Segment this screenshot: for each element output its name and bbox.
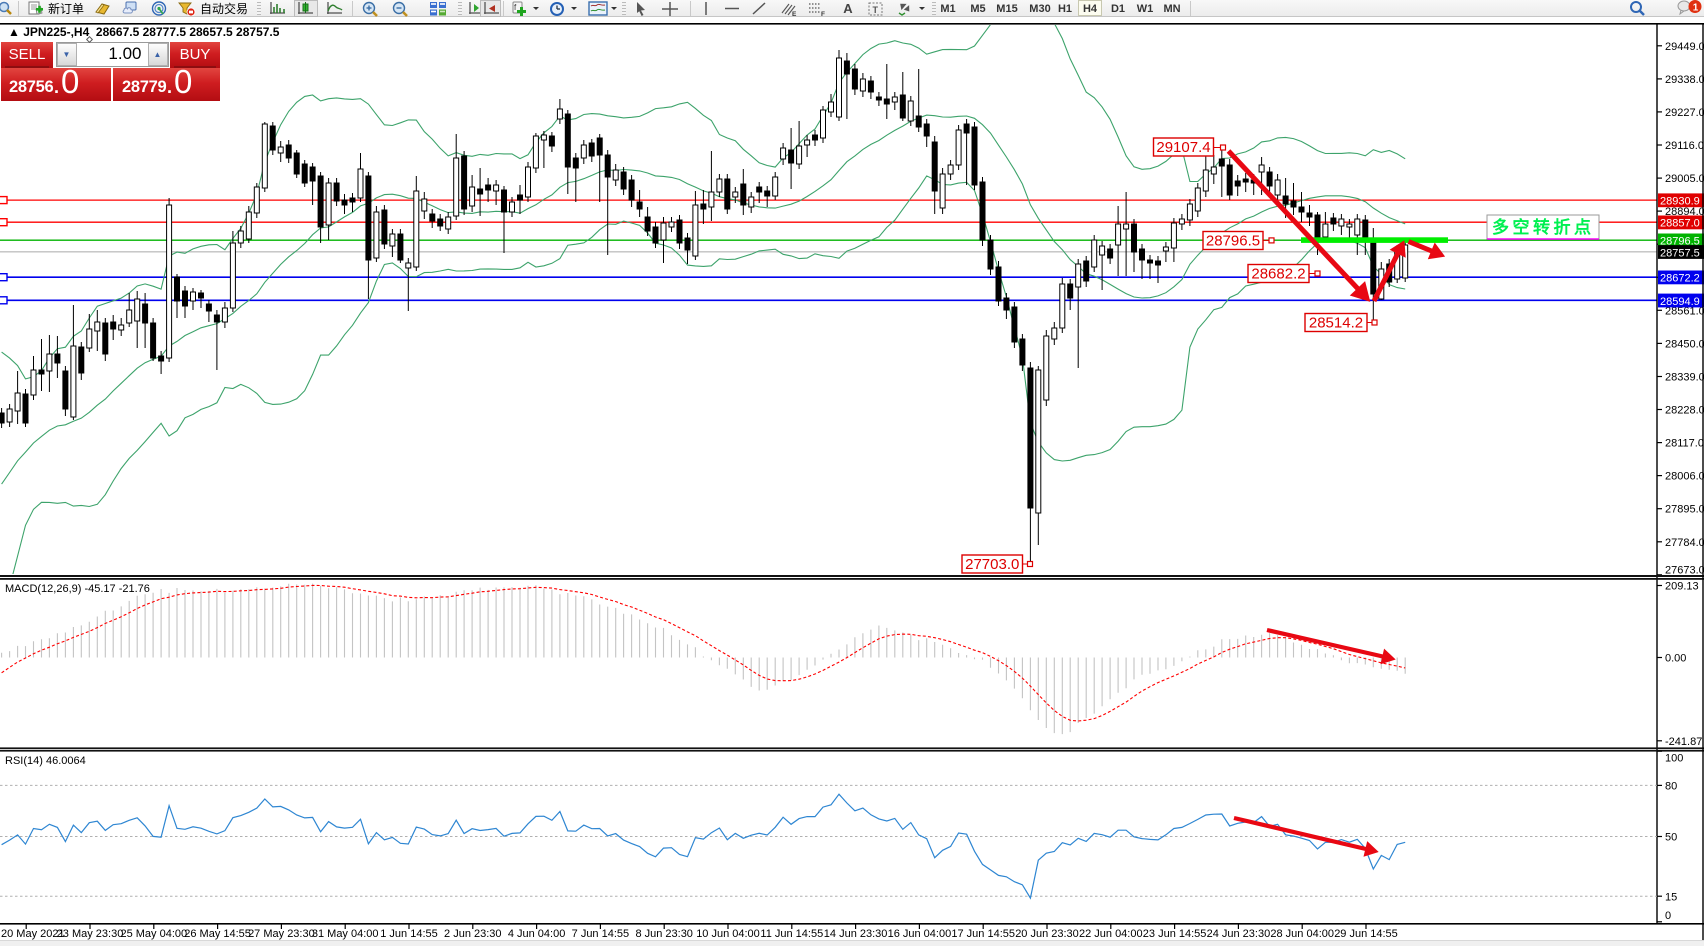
svg-text:7 Jun 14:55: 7 Jun 14:55 (572, 928, 630, 940)
svg-text:28594.9: 28594.9 (1660, 296, 1700, 308)
svg-text:28 Jun 04:00: 28 Jun 04:00 (1270, 928, 1334, 940)
svg-text:11 Jun 14:55: 11 Jun 14:55 (760, 928, 823, 940)
svg-text:f: f (514, 3, 517, 12)
svg-text:MACD(12,26,9) -45.17 -21.76: MACD(12,26,9) -45.17 -21.76 (5, 583, 150, 595)
svg-text:F: F (821, 11, 825, 17)
svg-text:15: 15 (1665, 892, 1677, 904)
svg-text:28672.2: 28672.2 (1660, 273, 1700, 285)
svg-text:25 May 04:00: 25 May 04:00 (120, 928, 187, 940)
svg-text:29449.0: 29449.0 (1665, 41, 1704, 53)
svg-text:2 Jun 23:30: 2 Jun 23:30 (444, 928, 502, 940)
svg-text:20 May 2021: 20 May 2021 (1, 928, 65, 940)
svg-text:209.13: 209.13 (1665, 581, 1699, 593)
svg-text:28796.5: 28796.5 (1206, 233, 1260, 250)
svg-text:29 Jun 14:55: 29 Jun 14:55 (1334, 928, 1398, 940)
svg-text:0.00: 0.00 (1665, 653, 1686, 665)
svg-text:28450.0: 28450.0 (1665, 338, 1704, 350)
svg-text:10 Jun 04:00: 10 Jun 04:00 (696, 928, 760, 940)
svg-text:RSI(14) 46.0064: RSI(14) 46.0064 (5, 755, 86, 767)
svg-text:16 Jun 04:00: 16 Jun 04:00 (888, 928, 952, 940)
svg-text:31 May 04:00: 31 May 04:00 (312, 928, 379, 940)
svg-text:22 Jun 04:00: 22 Jun 04:00 (1079, 928, 1143, 940)
svg-text:-241.87: -241.87 (1665, 736, 1702, 748)
svg-text:多空转折点: 多空转折点 (1492, 217, 1595, 237)
svg-text:1: 1 (1693, 3, 1699, 14)
svg-text:8 Jun 23:30: 8 Jun 23:30 (635, 928, 693, 940)
svg-text:28117.0: 28117.0 (1665, 438, 1704, 450)
svg-text:26 May 14:55: 26 May 14:55 (184, 928, 251, 940)
svg-text:29227.0: 29227.0 (1665, 107, 1704, 119)
svg-text:28514.2: 28514.2 (1309, 315, 1363, 332)
svg-text:28006.0: 28006.0 (1665, 471, 1704, 483)
svg-text:14 Jun 23:30: 14 Jun 23:30 (824, 928, 888, 940)
svg-text:27 May 23:30: 27 May 23:30 (248, 928, 315, 940)
svg-text:28339.0: 28339.0 (1665, 372, 1704, 384)
svg-text:28757.5: 28757.5 (1660, 247, 1700, 259)
svg-text:20 Jun 23:30: 20 Jun 23:30 (1015, 928, 1079, 940)
svg-text:29005.0: 29005.0 (1665, 173, 1704, 185)
svg-text:28682.2: 28682.2 (1251, 266, 1305, 283)
svg-text:27703.0: 27703.0 (965, 556, 1019, 573)
svg-text:0: 0 (1665, 910, 1671, 922)
svg-text:29116.0: 29116.0 (1665, 140, 1704, 152)
svg-text:28561.0: 28561.0 (1665, 305, 1704, 317)
svg-text:28894.0: 28894.0 (1665, 206, 1704, 218)
svg-text:23 May 23:30: 23 May 23:30 (57, 928, 124, 940)
svg-text:28857.0: 28857.0 (1660, 218, 1700, 230)
svg-text:23 Jun 14:55: 23 Jun 14:55 (1143, 928, 1207, 940)
svg-text:100: 100 (1665, 753, 1683, 765)
svg-text:29107.4: 29107.4 (1156, 139, 1210, 156)
svg-text:24 Jun 23:30: 24 Jun 23:30 (1207, 928, 1271, 940)
svg-text:17 Jun 14:55: 17 Jun 14:55 (951, 928, 1015, 940)
svg-text:T: T (873, 5, 879, 15)
svg-text:1 Jun 14:55: 1 Jun 14:55 (380, 928, 438, 940)
svg-text:27784.0: 27784.0 (1665, 537, 1704, 549)
svg-text:27895.0: 27895.0 (1665, 504, 1704, 516)
svg-text:4 Jun 04:00: 4 Jun 04:00 (508, 928, 566, 940)
svg-text:28228.0: 28228.0 (1665, 405, 1704, 417)
svg-text:29338.0: 29338.0 (1665, 74, 1704, 86)
svg-text:50: 50 (1665, 832, 1677, 844)
svg-text:80: 80 (1665, 781, 1677, 793)
svg-text:28796.5: 28796.5 (1660, 236, 1700, 248)
svg-text:E: E (792, 11, 797, 17)
svg-text:27673.0: 27673.0 (1665, 565, 1704, 577)
svg-text:28930.9: 28930.9 (1660, 196, 1700, 208)
